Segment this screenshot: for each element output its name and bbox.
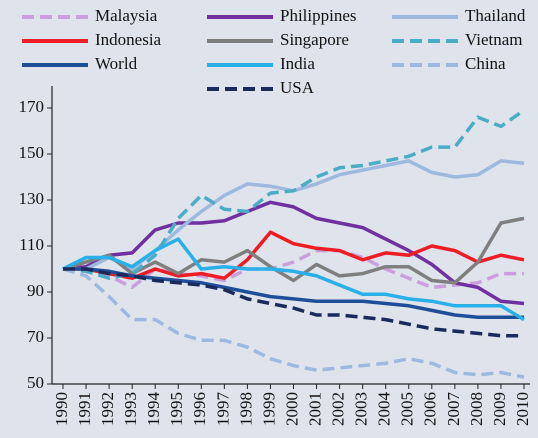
y-tick-label: 70 [27,327,44,346]
x-tick-label: 2003 [352,392,371,426]
series-line [63,248,524,290]
x-tick-label: 1993 [121,392,140,426]
x-tick-label: 2010 [513,392,532,426]
y-tick-label: 150 [19,143,45,162]
x-tick-label: 1991 [75,392,94,426]
x-tick-label: 2009 [490,392,509,426]
x-tick-label: 1990 [52,392,71,426]
y-tick-label: 90 [27,281,44,300]
x-tick-label: 2005 [398,392,417,426]
legend-label: Vietnam [465,30,523,49]
legend-label: Thailand [465,6,526,25]
series-line [62,267,525,379]
x-tick-label: 1994 [144,392,163,427]
legend-label: India [280,54,315,73]
legend-label: Malaysia [95,6,158,25]
series-line [62,237,525,322]
legend-label: World [95,54,138,73]
x-tick-label: 2008 [467,392,486,426]
series-line [63,267,524,338]
x-tick-label: 2002 [329,392,348,426]
legend-label: Singapore [280,30,349,49]
x-tick-label: 1992 [98,392,117,426]
legend-label: Indonesia [95,30,162,49]
x-tick-label: 1997 [213,392,232,427]
x-tick-label: 1995 [167,392,186,426]
x-tick-label: 1999 [259,392,278,426]
series-line [62,200,525,306]
legend-label: Philippines [280,6,357,25]
x-tick-label: 2001 [305,392,324,426]
x-tick-label: 1996 [190,392,209,426]
series-line [62,108,526,280]
x-tick-label: 1998 [236,392,255,426]
x-tick-label: 2004 [375,392,394,427]
y-tick-label: 50 [27,373,44,392]
x-tick-label: 2000 [282,392,301,426]
legend-label: China [465,54,506,73]
y-tick-label: 130 [19,189,45,208]
x-tick-label: 2007 [444,392,463,427]
x-tick-label: 2006 [421,392,440,426]
y-tick-label: 110 [19,235,44,254]
legend-label: USA [280,78,315,97]
y-tick-label: 170 [19,97,45,116]
series-line [62,216,525,285]
